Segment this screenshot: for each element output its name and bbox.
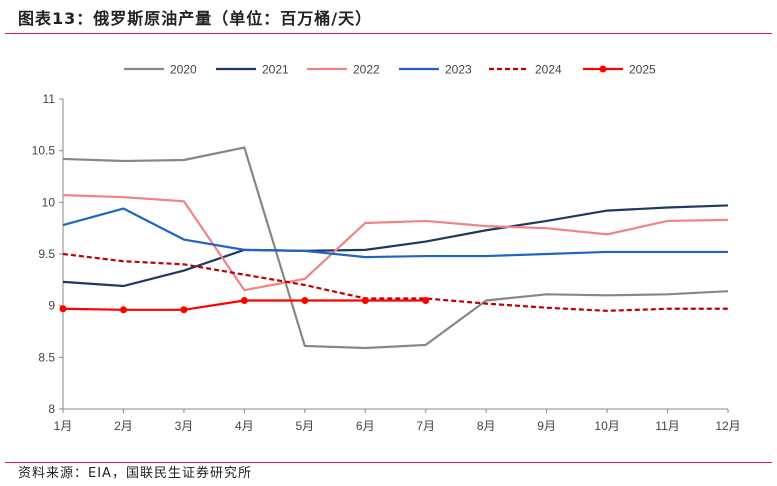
series-line-2022 xyxy=(62,194,729,292)
data-point-2025 xyxy=(59,305,67,313)
y-tick-label: 8.5 xyxy=(38,350,55,364)
chart-title: 图表13：俄罗斯原油产量（单位：百万桶/天） xyxy=(18,9,373,28)
y-tick-label: 10.5 xyxy=(32,144,56,158)
series-line-2024 xyxy=(62,252,728,312)
source-note: 资料来源：EIA，国联民生证券研究所 xyxy=(18,466,252,481)
x-tick-label: 6月 xyxy=(356,419,375,433)
series-line-2020 xyxy=(62,146,729,350)
series-line-2021 xyxy=(62,204,729,288)
y-tick-label: 11 xyxy=(43,92,56,106)
x-tick-label: 7月 xyxy=(416,419,435,433)
x-tick-label: 1月 xyxy=(54,419,73,433)
x-tick-label: 11月 xyxy=(655,419,679,433)
legend-label: 2020 xyxy=(170,63,197,77)
data-point-2025 xyxy=(301,297,309,304)
legend-label: 2024 xyxy=(535,63,562,77)
y-tick-label: 9.5 xyxy=(38,247,55,261)
legend-label: 2021 xyxy=(262,63,289,77)
legend-label: 2023 xyxy=(445,63,472,77)
legend-label: 2022 xyxy=(353,63,380,77)
x-tick-label: 9月 xyxy=(537,419,556,433)
y-tick-label: 10 xyxy=(42,195,56,209)
y-tick-label: 9 xyxy=(48,299,55,313)
x-tick-label: 3月 xyxy=(175,419,194,433)
data-point-2025 xyxy=(422,297,430,304)
x-tick-label: 8月 xyxy=(477,419,496,433)
legend-label: 2025 xyxy=(629,63,656,77)
x-tick-label: 5月 xyxy=(295,419,314,433)
x-tick-label: 10月 xyxy=(594,419,619,433)
x-tick-label: 4月 xyxy=(235,419,254,433)
y-tick-label: 8 xyxy=(48,402,55,416)
data-point-2025 xyxy=(240,297,248,304)
x-tick-label: 2月 xyxy=(114,419,133,433)
data-point-2025 xyxy=(119,306,127,314)
source-divider xyxy=(5,462,772,463)
data-point-2025 xyxy=(361,297,369,304)
x-tick-label: 12月 xyxy=(715,419,740,433)
legend-marker-2025 xyxy=(599,65,607,73)
data-point-2025 xyxy=(180,306,188,314)
series-line-2023 xyxy=(62,207,728,259)
title-divider xyxy=(5,33,772,34)
